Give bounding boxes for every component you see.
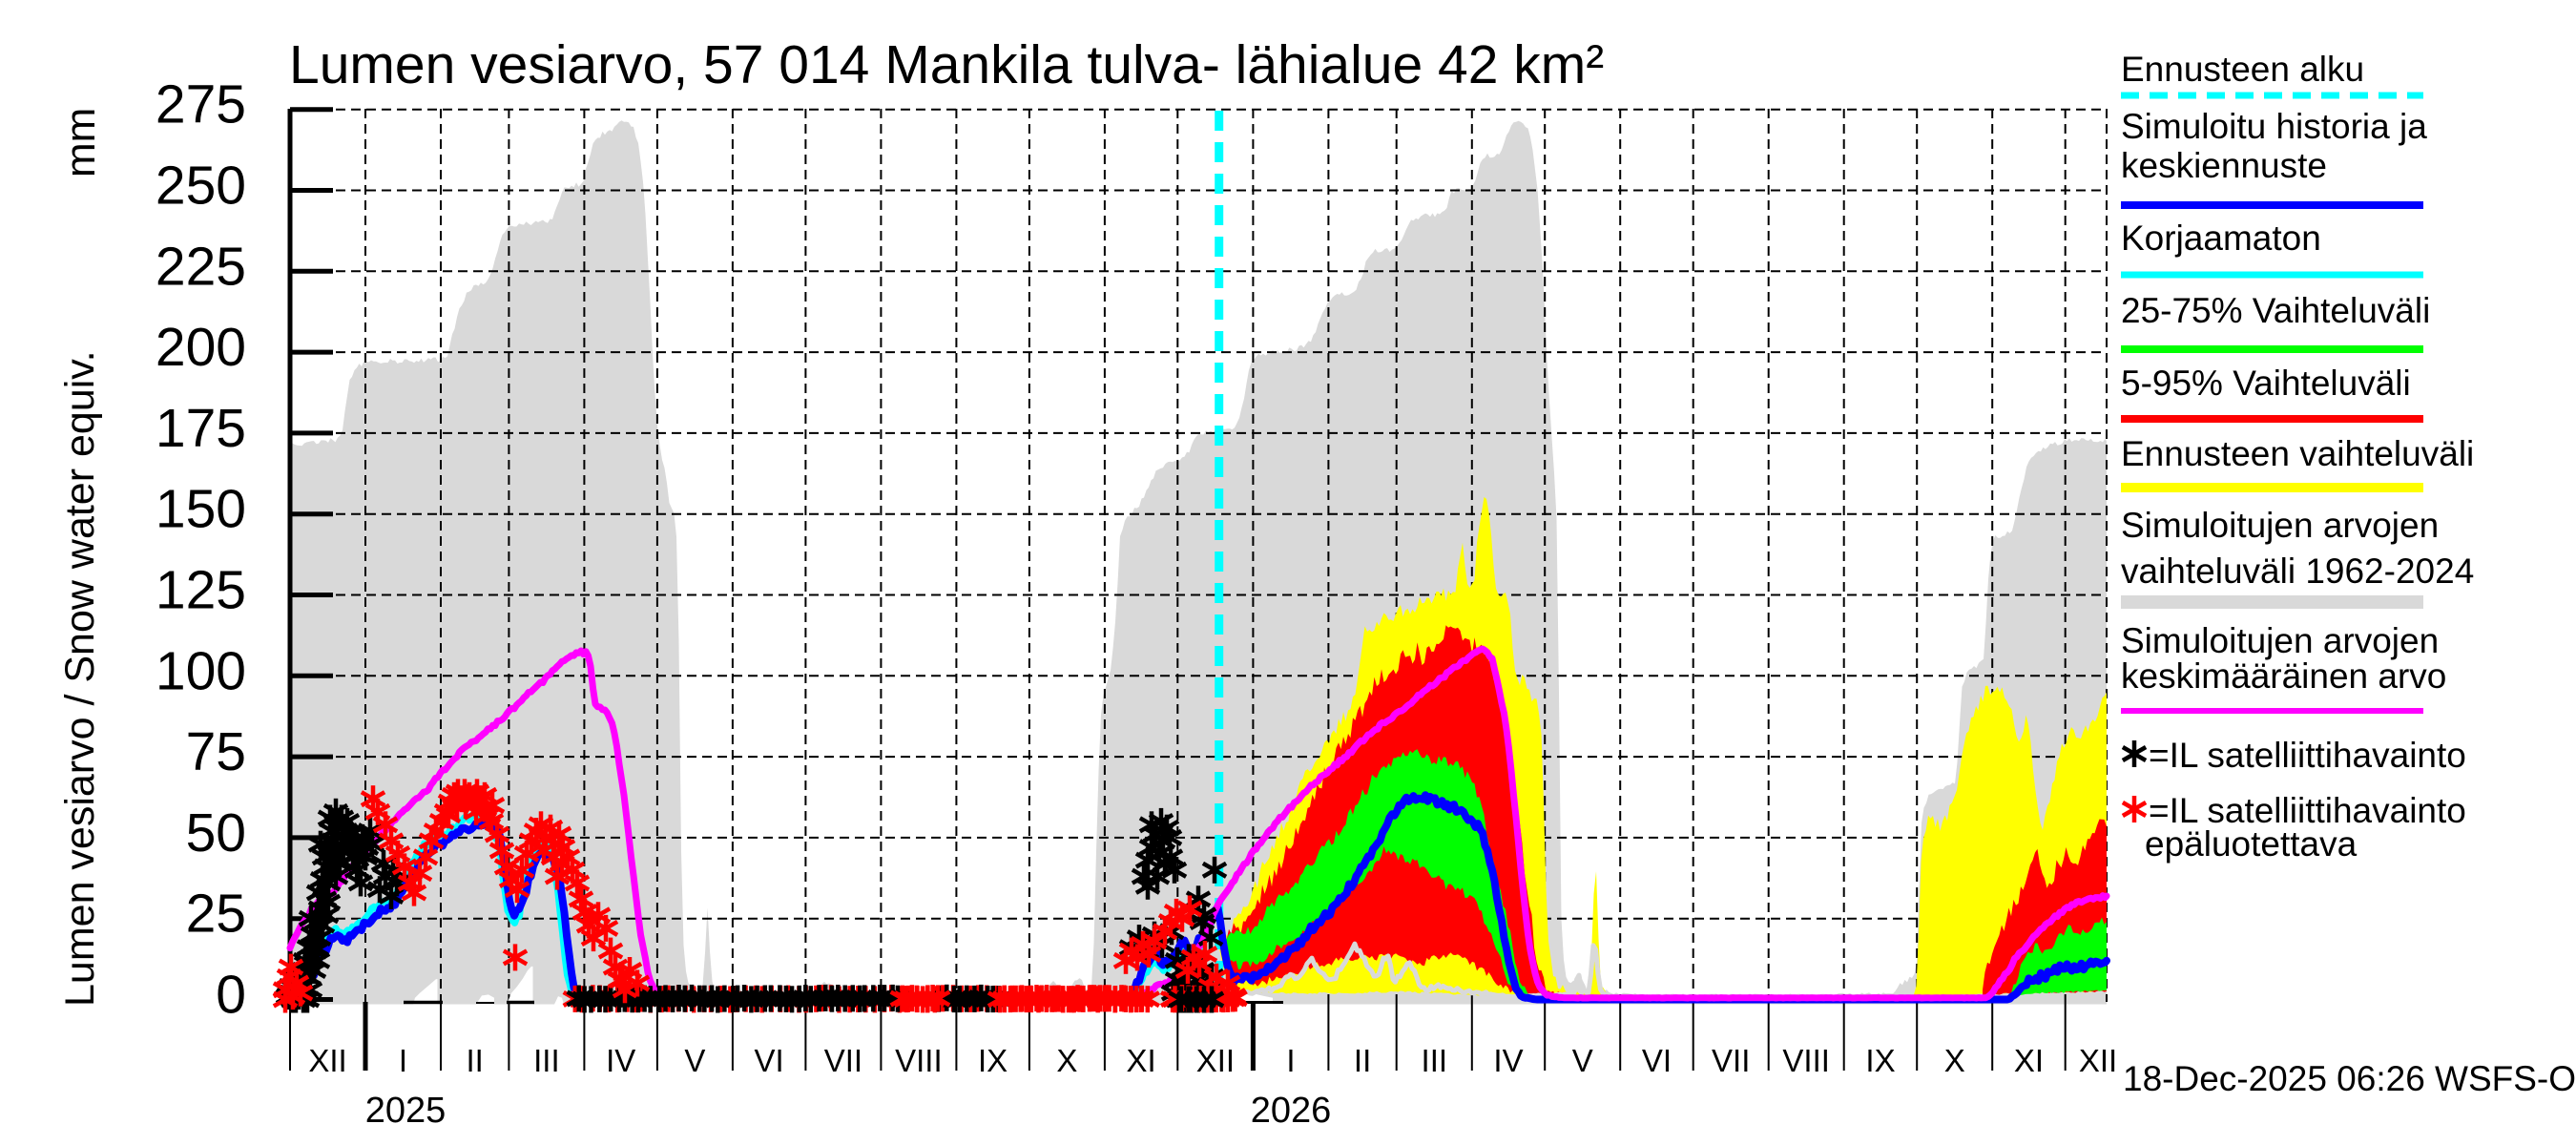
svg-text:III: III bbox=[1422, 1043, 1448, 1078]
svg-text:150: 150 bbox=[156, 479, 246, 540]
svg-text:VIII: VIII bbox=[895, 1043, 943, 1078]
svg-text:III: III bbox=[533, 1043, 560, 1078]
svg-text:keskimääräinen arvo: keskimääräinen arvo bbox=[2121, 656, 2446, 696]
svg-text:X: X bbox=[1056, 1043, 1077, 1078]
svg-text:II: II bbox=[467, 1043, 484, 1078]
svg-text:0: 0 bbox=[216, 965, 246, 1026]
svg-text:VII: VII bbox=[1712, 1043, 1750, 1078]
svg-text:VI: VI bbox=[755, 1043, 784, 1078]
svg-text:VII: VII bbox=[824, 1043, 862, 1078]
svg-text:II: II bbox=[1354, 1043, 1371, 1078]
svg-text:V: V bbox=[1572, 1043, 1593, 1078]
svg-text:IX: IX bbox=[978, 1043, 1008, 1078]
svg-text:250: 250 bbox=[156, 156, 246, 217]
svg-text:225: 225 bbox=[156, 236, 246, 297]
svg-text:200: 200 bbox=[156, 317, 246, 378]
svg-text:I: I bbox=[399, 1043, 407, 1078]
svg-text:Simuloitu historia ja: Simuloitu historia ja bbox=[2121, 107, 2427, 146]
svg-text:XII: XII bbox=[2079, 1043, 2117, 1078]
svg-text:Simuloitujen arvojen: Simuloitujen arvojen bbox=[2121, 621, 2439, 660]
svg-text:IX: IX bbox=[1865, 1043, 1895, 1078]
svg-text:XI: XI bbox=[2014, 1043, 2044, 1078]
svg-text:50: 50 bbox=[186, 802, 246, 864]
svg-text:V: V bbox=[684, 1043, 705, 1078]
svg-text:Ennusteen vaihteluväli: Ennusteen vaihteluväli bbox=[2121, 434, 2474, 473]
svg-text:125: 125 bbox=[156, 560, 246, 621]
svg-text:2025: 2025 bbox=[365, 1091, 447, 1131]
svg-text:275: 275 bbox=[156, 74, 246, 135]
svg-text:Lumen vesiarvo, 57 014 Mankila: Lumen vesiarvo, 57 014 Mankila tulva- lä… bbox=[289, 34, 1604, 95]
svg-text:IV: IV bbox=[606, 1043, 635, 1078]
svg-text:vaihteluväli 1962-2024: vaihteluväli 1962-2024 bbox=[2121, 552, 2474, 591]
svg-text:IV: IV bbox=[1493, 1043, 1523, 1078]
svg-text:175: 175 bbox=[156, 398, 246, 459]
svg-text:XI: XI bbox=[1127, 1043, 1156, 1078]
svg-text:Lumen vesiarvo / Snow water eq: Lumen vesiarvo / Snow water equiv. bbox=[57, 350, 103, 1007]
svg-text:2026: 2026 bbox=[1251, 1091, 1332, 1131]
svg-text:75: 75 bbox=[186, 721, 246, 782]
svg-text:VIII: VIII bbox=[1782, 1043, 1830, 1078]
svg-text:=IL satelliittihavainto: =IL satelliittihavainto bbox=[2149, 791, 2466, 830]
svg-text:I: I bbox=[1286, 1043, 1295, 1078]
svg-text:25: 25 bbox=[186, 884, 246, 945]
svg-text:XII: XII bbox=[1196, 1043, 1235, 1078]
svg-text:epäluotettava: epäluotettava bbox=[2145, 824, 2358, 864]
svg-text:25-75% Vaihteluväli: 25-75% Vaihteluväli bbox=[2121, 291, 2430, 330]
svg-text:X: X bbox=[1944, 1043, 1965, 1078]
svg-text:XII: XII bbox=[308, 1043, 346, 1078]
svg-text:100: 100 bbox=[156, 640, 246, 701]
svg-text:Simuloitujen arvojen: Simuloitujen arvojen bbox=[2121, 506, 2439, 545]
svg-text:Ennusteen alku: Ennusteen alku bbox=[2121, 50, 2364, 89]
svg-text:5-95% Vaihteluväli: 5-95% Vaihteluväli bbox=[2121, 364, 2411, 403]
svg-text:=IL satelliittihavainto: =IL satelliittihavainto bbox=[2149, 736, 2466, 775]
svg-text:mm: mm bbox=[57, 108, 104, 177]
svg-text:VI: VI bbox=[1642, 1043, 1672, 1078]
svg-text:18-Dec-2025 06:26 WSFS-O: 18-Dec-2025 06:26 WSFS-O bbox=[2123, 1059, 2576, 1098]
svg-text:Korjaamaton: Korjaamaton bbox=[2121, 219, 2321, 258]
svg-text:keskiennuste: keskiennuste bbox=[2121, 146, 2327, 185]
